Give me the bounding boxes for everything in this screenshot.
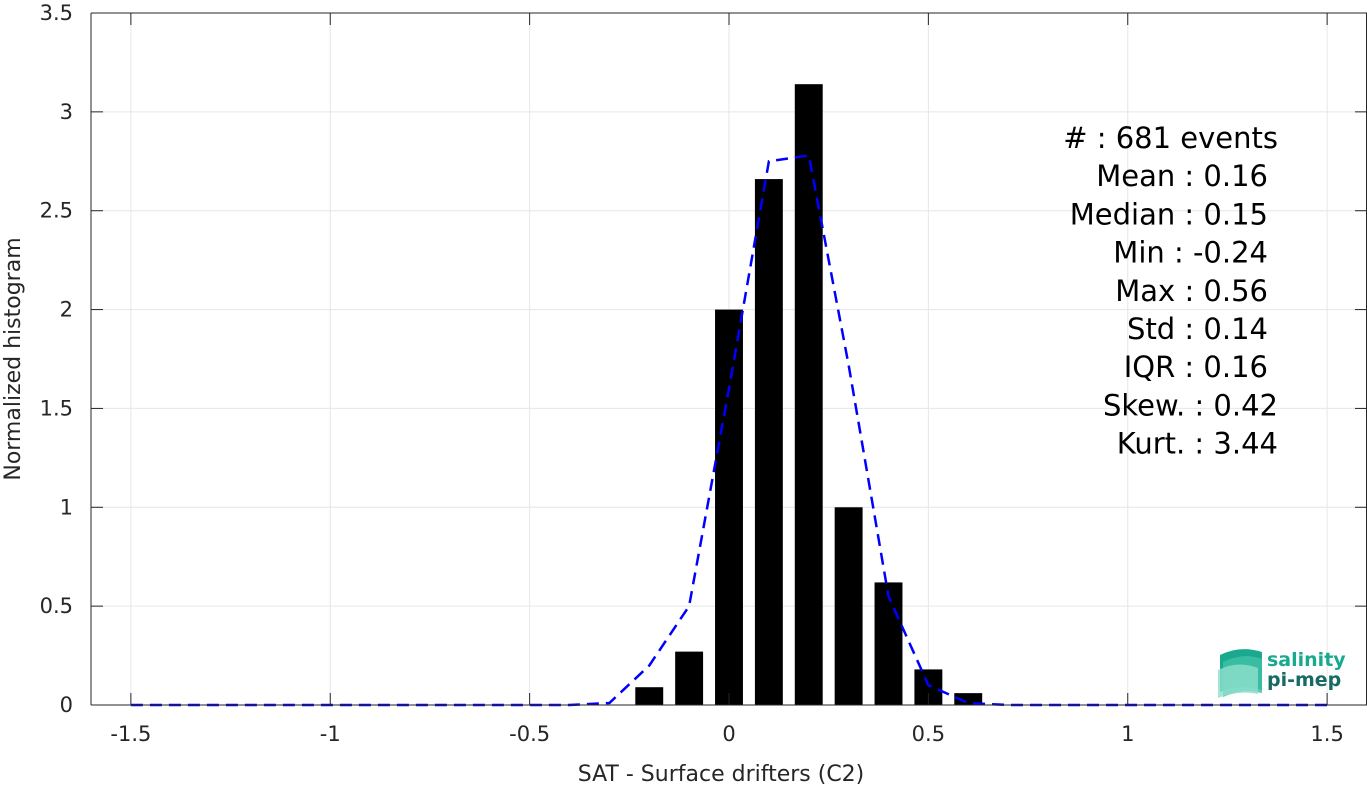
histogram-bar <box>635 687 664 705</box>
stats-line: Max : 0.56 <box>1115 274 1268 308</box>
stats-line: Mean : 0.16 <box>1096 159 1268 193</box>
stats-line: IQR : 0.16 <box>1124 350 1268 384</box>
histogram-bar <box>834 507 863 705</box>
salinity-pi-mep-logo: salinity pi-mep <box>1218 649 1346 698</box>
logo-text-salinity: salinity <box>1267 649 1346 671</box>
tick-labels: -1.5 -1 -0.5 0 0.5 1 1.5 0 0.5 1 1.5 2 2.5 3 3.5 <box>40 1 1344 746</box>
histogram-bar <box>874 582 903 705</box>
y-tick-label: 3 <box>60 100 73 124</box>
histogram-bar <box>754 179 783 705</box>
logo-text-pi-mep: pi-mep <box>1267 669 1341 691</box>
histogram-bars <box>635 84 983 706</box>
x-axis-title: SAT - Surface drifters (C2) <box>578 762 865 785</box>
y-tick-label: 0 <box>60 693 73 717</box>
stats-line: Std : 0.14 <box>1127 312 1268 346</box>
x-tick-label: 1.5 <box>1310 722 1343 746</box>
x-tick-label: 1 <box>1121 722 1134 746</box>
histogram-bar <box>675 651 704 705</box>
y-tick-label: 2 <box>60 298 73 322</box>
y-tick-label: 1.5 <box>40 396 73 420</box>
stats-line: Min : -0.24 <box>1113 236 1268 270</box>
y-axis-title: Normalized histogram <box>1 237 26 480</box>
y-tick-label: 2.5 <box>40 199 73 223</box>
x-tick-label: -1 <box>320 722 341 746</box>
y-tick-label: 0.5 <box>40 594 73 618</box>
y-tick-label: 1 <box>60 495 73 519</box>
x-tick-label: -0.5 <box>509 722 550 746</box>
histogram-bar <box>954 693 983 705</box>
gaussian-fit <box>130 153 1328 707</box>
x-tick-label: 0.5 <box>912 722 945 746</box>
x-tick-label: 0 <box>722 722 735 746</box>
histogram-bar <box>715 309 743 705</box>
x-tick-label: -1.5 <box>110 722 151 746</box>
fit-line <box>130 153 1328 707</box>
y-tick-label: 3.5 <box>40 1 73 25</box>
histogram-bar <box>794 84 823 706</box>
grid <box>91 12 1367 706</box>
stats-annotation: # : 681 events Mean : 0.16 Median : 0.15 Mi… <box>1063 121 1278 461</box>
wave-logo-icon <box>1218 649 1262 698</box>
stats-line: Median : 0.15 <box>1070 197 1268 231</box>
stats-line: Skew. : 0.42 <box>1103 388 1278 422</box>
stats-line: # : 681 events <box>1063 121 1278 155</box>
stats-line: Kurt. : 3.44 <box>1117 427 1278 461</box>
